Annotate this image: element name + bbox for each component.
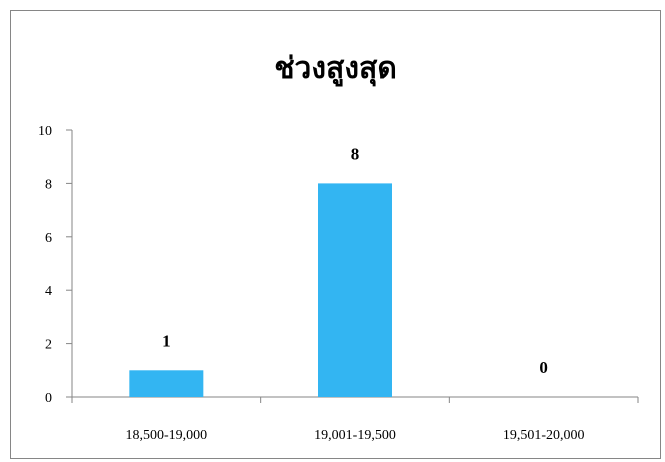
x-tick-label: 18,500-19,000 xyxy=(125,428,207,443)
y-tick-label: 4 xyxy=(45,284,52,299)
data-label: 0 xyxy=(539,358,548,377)
data-label: 1 xyxy=(162,331,171,350)
chart-title: ช่วงสูงสุด xyxy=(274,51,397,86)
bar xyxy=(318,183,392,397)
y-tick-label: 6 xyxy=(45,231,52,246)
y-tick-label: 10 xyxy=(38,124,52,139)
y-tick-label: 2 xyxy=(45,338,52,353)
x-tick-label: 19,001-19,500 xyxy=(314,428,396,443)
data-label: 8 xyxy=(351,144,360,163)
y-tick-label: 0 xyxy=(45,391,52,406)
y-tick-label: 8 xyxy=(45,177,52,192)
x-tick-label: 19,501-20,000 xyxy=(503,428,585,443)
bar xyxy=(129,370,204,397)
